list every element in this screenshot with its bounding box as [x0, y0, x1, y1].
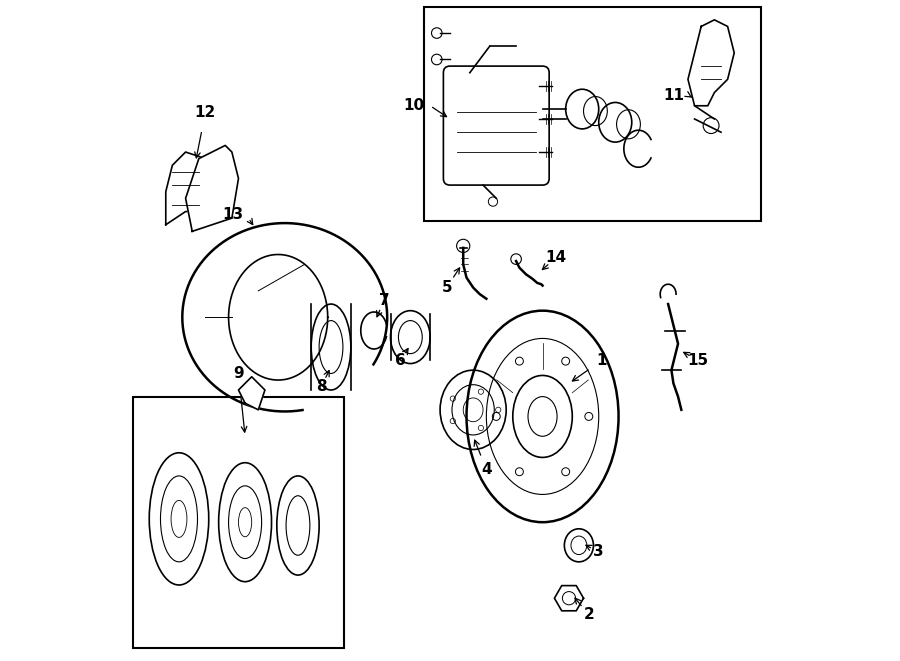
Text: 10: 10 — [404, 98, 425, 113]
FancyBboxPatch shape — [444, 66, 549, 185]
Polygon shape — [554, 586, 583, 611]
Text: 2: 2 — [583, 607, 594, 622]
Bar — [132, 397, 344, 648]
Text: 6: 6 — [395, 353, 406, 368]
Text: 15: 15 — [688, 353, 708, 368]
Text: 4: 4 — [481, 462, 491, 477]
Text: 12: 12 — [194, 105, 216, 120]
Text: 1: 1 — [597, 353, 608, 368]
Text: 8: 8 — [316, 379, 327, 394]
Text: 7: 7 — [379, 293, 389, 308]
Polygon shape — [185, 145, 238, 231]
Polygon shape — [238, 377, 265, 410]
Polygon shape — [166, 152, 212, 225]
Text: 5: 5 — [441, 280, 452, 295]
Text: 11: 11 — [663, 89, 685, 103]
Bar — [424, 7, 760, 221]
Text: 3: 3 — [593, 545, 604, 559]
Text: 14: 14 — [545, 251, 566, 265]
Text: 13: 13 — [222, 208, 244, 222]
Text: 9: 9 — [233, 366, 244, 381]
